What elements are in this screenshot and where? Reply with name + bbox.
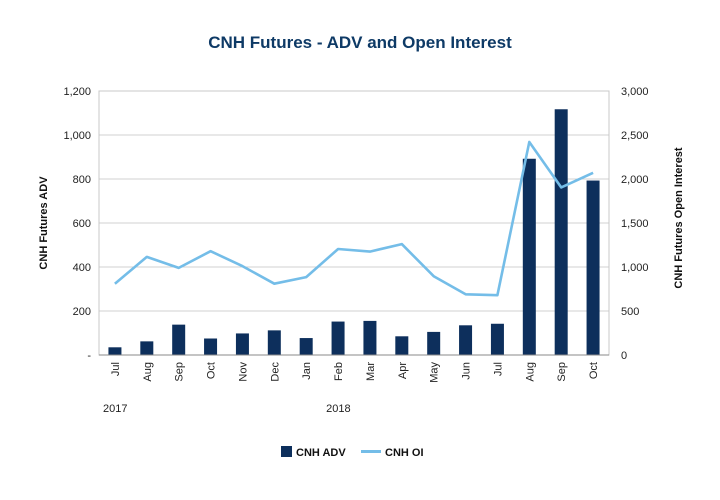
adv-bar [267, 330, 281, 355]
y-left-tick-label: 600 [73, 218, 91, 230]
y-right-tick-label: 2,000 [621, 174, 649, 186]
x-tick-label: Apr [397, 362, 409, 379]
y-left-tick-label: 1,200 [63, 86, 91, 98]
y-left-axis-title: CNH Futures ADV [38, 176, 50, 270]
year-label: 2018 [326, 403, 350, 415]
x-tick-label: Jul [492, 362, 504, 376]
x-tick-label: Sep [556, 362, 568, 382]
adv-bars [108, 109, 600, 355]
adv-bar [554, 109, 568, 355]
y-right-tick-label: 3,000 [621, 86, 649, 98]
adv-bar [395, 336, 409, 355]
chart-title: CNH Futures - ADV and Open Interest [208, 33, 512, 52]
adv-bar [459, 325, 473, 355]
adv-bar [235, 333, 249, 355]
adv-bar [522, 158, 536, 355]
x-tick-label: Jul [110, 362, 122, 376]
adv-bar [586, 180, 600, 355]
adv-bar [331, 321, 345, 355]
x-tick-label: Dec [269, 362, 281, 382]
x-tick-label: May [429, 362, 441, 383]
x-tick-label: Oct [206, 362, 218, 379]
x-tick-label: Aug [524, 362, 536, 382]
adv-bar [140, 341, 154, 355]
x-tick-label: Nov [237, 362, 249, 382]
x-tick-label: Jan [301, 362, 313, 380]
y-right-tick-label: 1,500 [621, 218, 649, 230]
y-right-axis-title: CNH Futures Open Interest [673, 147, 685, 289]
year-label: 2017 [103, 403, 127, 415]
adv-bar [299, 338, 313, 355]
y-right-tick-label: 1,000 [621, 262, 649, 274]
adv-bar [108, 347, 122, 355]
y-left-tick-label: 1,000 [63, 130, 91, 142]
y-right-tick-label: 0 [621, 350, 627, 362]
x-tick-label: Jun [461, 362, 473, 380]
adv-bar [204, 338, 218, 355]
y-left-tick-label: 800 [73, 174, 91, 186]
adv-bar [172, 324, 186, 355]
y-left-tick-label: - [87, 350, 91, 362]
adv-bar [427, 331, 441, 355]
oi-series-line [114, 140, 594, 297]
x-tick-label: Aug [142, 362, 154, 382]
legend-adv-swatch [281, 446, 292, 457]
x-tick-label: Oct [588, 362, 600, 379]
x-tick-label: Feb [333, 362, 345, 381]
x-tick-label: Sep [174, 362, 186, 382]
adv-bar [490, 323, 504, 355]
y-right-tick-label: 2,500 [621, 130, 649, 142]
legend-oi-label: CNH OI [385, 447, 424, 459]
oi-line [114, 140, 594, 297]
y-left-tick-label: 200 [73, 306, 91, 318]
adv-bar [363, 320, 377, 355]
y-right-tick-label: 500 [621, 306, 639, 318]
axes: - 200 400 600 800 1,000 1,200 0 500 1,000 1,500 2,0… [38, 86, 685, 415]
y-left-tick-label: 400 [73, 262, 91, 274]
legend-adv-label: CNH ADV [296, 447, 346, 459]
legend: CNH ADV CNH OI [281, 446, 424, 459]
x-tick-label: Mar [365, 362, 377, 381]
